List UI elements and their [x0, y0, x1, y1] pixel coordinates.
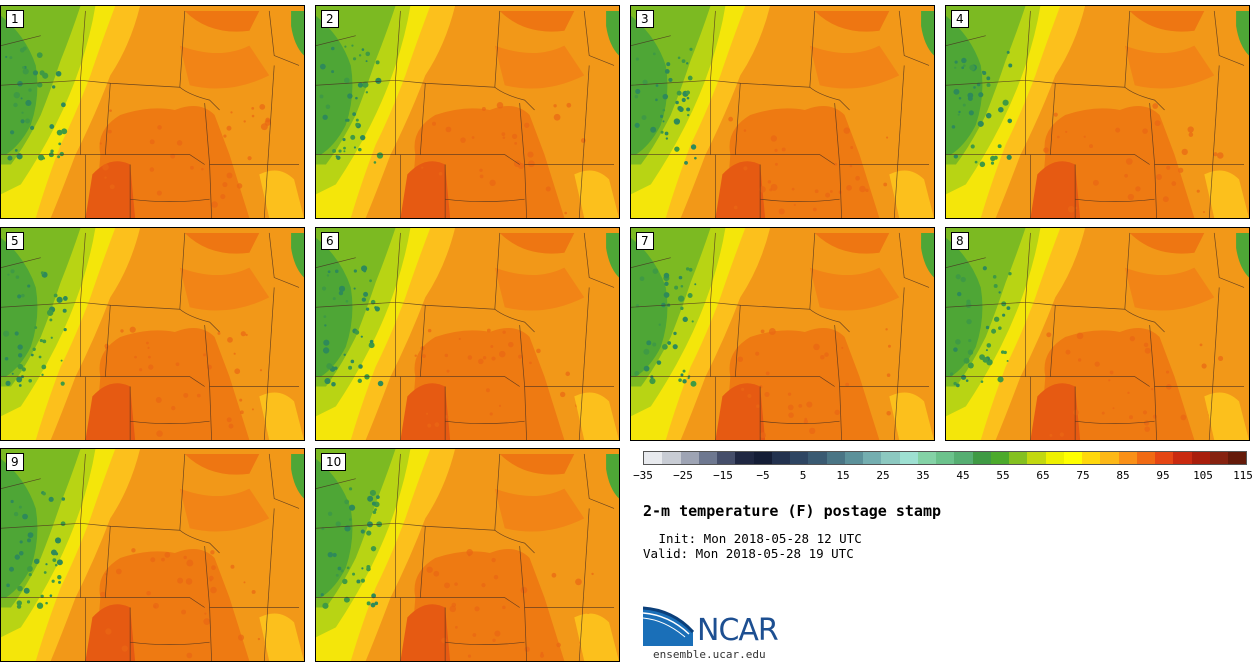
colorbar-tick: 15 [836, 469, 850, 482]
colorbar-tick: 35 [916, 469, 930, 482]
colorbar-tick: 45 [956, 469, 970, 482]
colorbar-tick: −5 [756, 469, 770, 482]
colorbar-tick: 115 [1233, 469, 1253, 482]
colorbar-segment [1100, 452, 1119, 464]
colorbar-tick: −35 [633, 469, 653, 482]
colorbar-tick: 55 [996, 469, 1010, 482]
init-time: Init: Mon 2018-05-28 12 UTC [651, 531, 862, 546]
colorbar-segment [735, 452, 754, 464]
temperature-colorbar [643, 451, 1247, 465]
member-number: 3 [636, 10, 654, 28]
temperature-map [631, 228, 934, 440]
colorbar-tick-labels: −35 −25 −15 −5 5 15 25 35 45 55 65 75 85 95 105 115 [633, 469, 1253, 485]
stamp-panel-7: 7 [630, 227, 935, 441]
colorbar-tick: 105 [1193, 469, 1213, 482]
colorbar-segment [790, 452, 809, 464]
temperature-map [631, 6, 934, 218]
colorbar-tick: 95 [1156, 469, 1170, 482]
colorbar-segment [1063, 452, 1082, 464]
stamp-panel-4: 4 [945, 5, 1250, 219]
website-label: ensemble.ucar.edu [653, 648, 766, 661]
colorbar-segment [680, 452, 699, 464]
temperature-map [1, 449, 304, 661]
colorbar-segment [1045, 452, 1064, 464]
figure-title: 2-m temperature (F) postage stamp [643, 502, 942, 520]
member-number: 5 [6, 232, 24, 250]
stamp-panel-1: 1 [0, 5, 305, 219]
colorbar-tick: 85 [1116, 469, 1130, 482]
stamp-panel-6: 6 [315, 227, 620, 441]
temperature-map [316, 228, 619, 440]
stamp-panel-10: 10 [315, 448, 620, 662]
temperature-map [946, 6, 1249, 218]
colorbar-segment [936, 452, 955, 464]
stamp-panel-2: 2 [315, 5, 620, 219]
colorbar-segment [844, 452, 863, 464]
colorbar-segment [1118, 452, 1137, 464]
member-number: 8 [951, 232, 969, 250]
colorbar-segment [1155, 452, 1174, 464]
stamp-panel-5: 5 [0, 227, 305, 441]
colorbar-segment [826, 452, 845, 464]
member-number: 7 [636, 232, 654, 250]
colorbar-tick: 5 [799, 469, 807, 482]
member-number: 4 [951, 10, 969, 28]
colorbar-segment [954, 452, 973, 464]
valid-time: Valid: Mon 2018-05-28 19 UTC [643, 546, 854, 561]
colorbar-segment [1191, 452, 1210, 464]
ncar-logo-icon [643, 606, 695, 646]
colorbar-segment [753, 452, 772, 464]
colorbar-segment [917, 452, 936, 464]
stamp-panel-8: 8 [945, 227, 1250, 441]
colorbar-segment [662, 452, 681, 464]
colorbar-segment [1082, 452, 1101, 464]
colorbar-segment [1173, 452, 1192, 464]
colorbar-segment [863, 452, 882, 464]
temperature-map [1, 6, 304, 218]
temperature-map [946, 228, 1249, 440]
colorbar-segment [717, 452, 736, 464]
colorbar-segment [698, 452, 717, 464]
temperature-map [1, 228, 304, 440]
member-number: 2 [321, 10, 339, 28]
colorbar-tick: −25 [673, 469, 693, 482]
colorbar-segment [771, 452, 790, 464]
colorbar-segment [1209, 452, 1228, 464]
colorbar-tick: 75 [1076, 469, 1090, 482]
colorbar-tick: 25 [876, 469, 890, 482]
temperature-map [316, 449, 619, 661]
colorbar-segment [1009, 452, 1028, 464]
member-number: 9 [6, 453, 24, 471]
colorbar-segment [990, 452, 1009, 464]
ncar-logo-text: NCAR [697, 613, 779, 648]
member-number: 6 [321, 232, 339, 250]
colorbar-segment [808, 452, 827, 464]
colorbar-segment [881, 452, 900, 464]
member-number: 1 [6, 10, 24, 28]
colorbar-tick: −15 [713, 469, 733, 482]
colorbar-segment [644, 452, 663, 464]
stamp-panel-9: 9 [0, 448, 305, 662]
colorbar-segment [972, 452, 991, 464]
colorbar-tick: 65 [1036, 469, 1050, 482]
colorbar-segment [899, 452, 918, 464]
colorbar-segment [1027, 452, 1046, 464]
colorbar-segment [1136, 452, 1155, 464]
colorbar-segment [1228, 452, 1247, 464]
temperature-map [316, 6, 619, 218]
member-number: 10 [321, 453, 347, 471]
stamp-panel-3: 3 [630, 5, 935, 219]
